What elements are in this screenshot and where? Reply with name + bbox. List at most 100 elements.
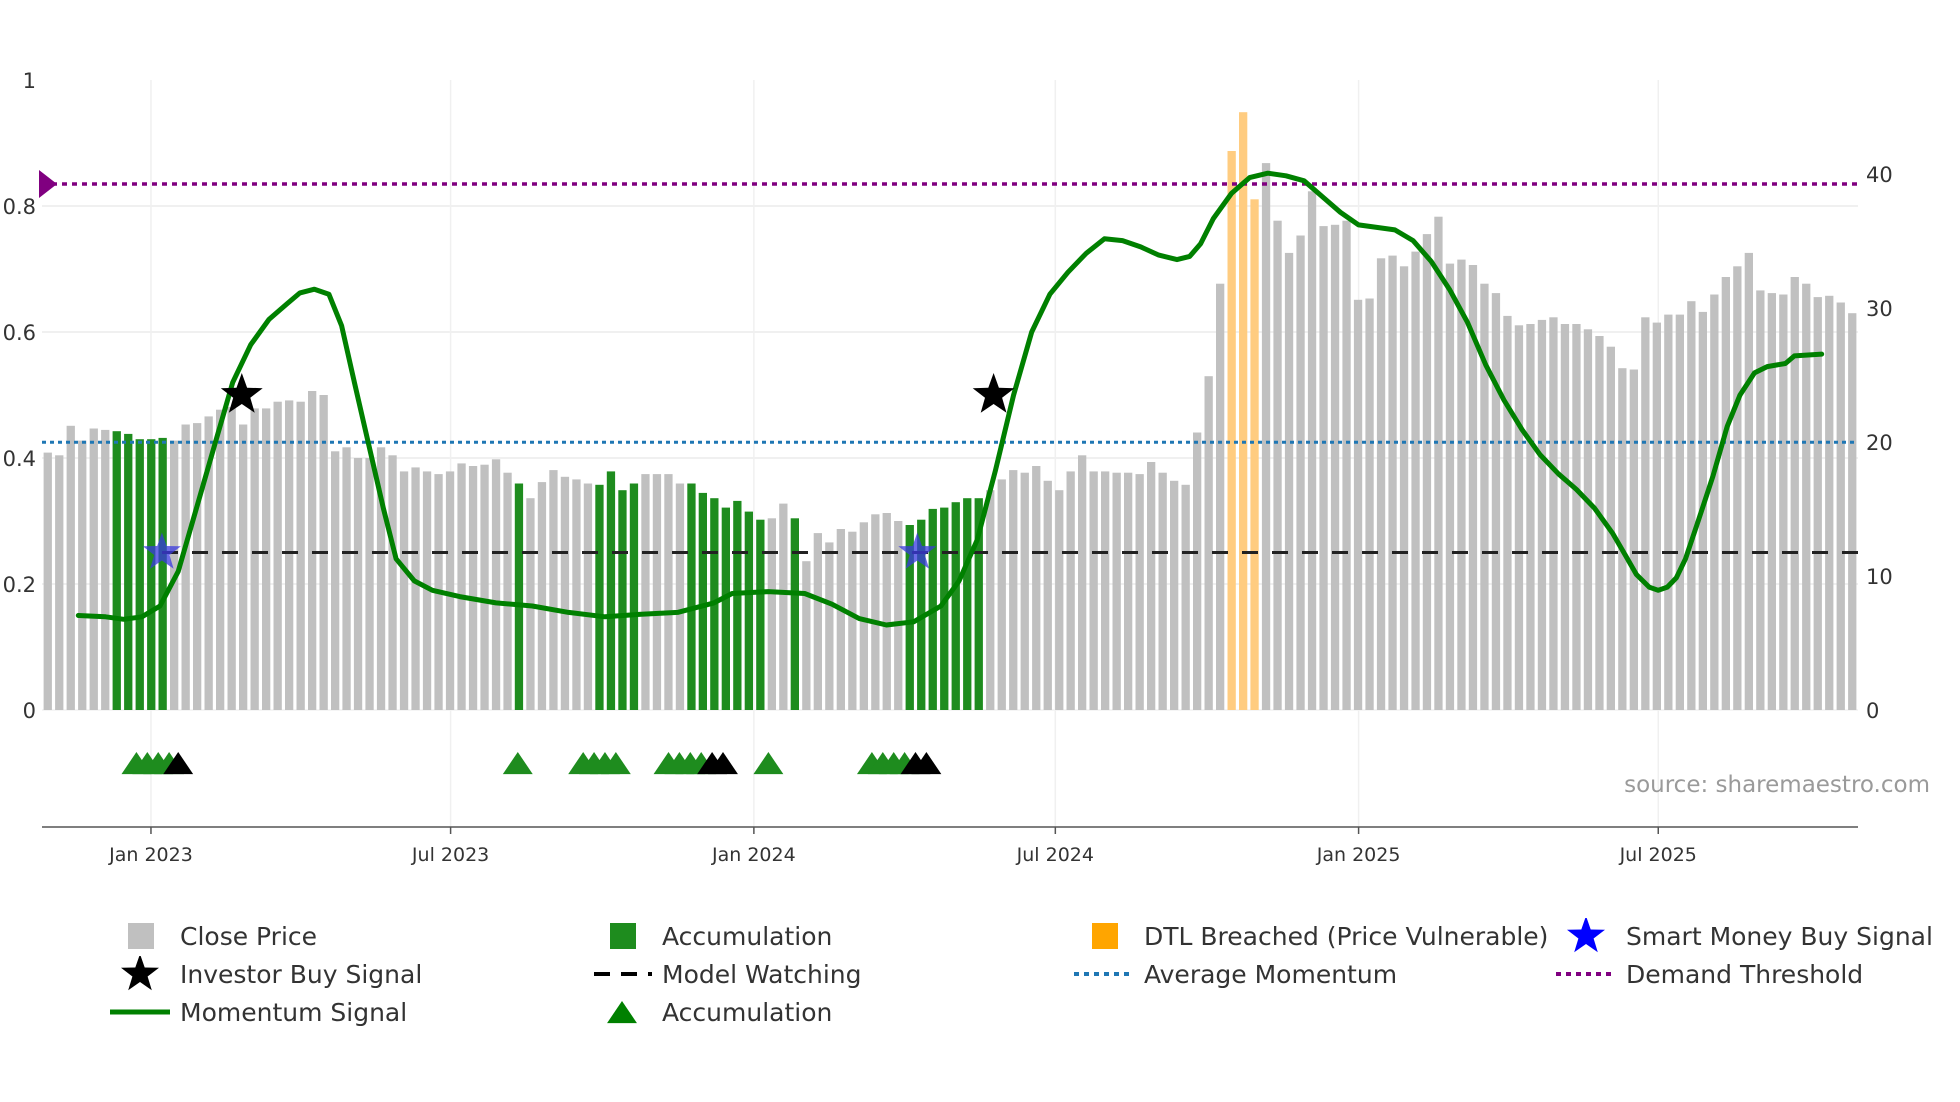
close-price-bar xyxy=(1216,283,1225,710)
close-price-bar xyxy=(1618,368,1627,710)
close-price-bar xyxy=(285,400,294,710)
legend-symbol xyxy=(1064,918,1144,954)
close-price-bar xyxy=(1273,220,1282,710)
right-tick-label: 20 xyxy=(1866,431,1893,455)
close-price-bar xyxy=(1204,376,1213,710)
legend-label: Accumulation xyxy=(662,997,833,1027)
close-price-bar xyxy=(66,425,75,710)
close-price-bar xyxy=(1376,258,1386,710)
legend-item: Accumulation xyxy=(582,918,832,954)
close-price-bar xyxy=(89,428,98,710)
close-price-bar xyxy=(848,531,857,710)
close-price-bar xyxy=(1802,283,1811,710)
close-price-bar xyxy=(1779,294,1788,710)
legend-symbol xyxy=(100,918,180,954)
close-price-bar xyxy=(859,522,868,710)
close-price-bar xyxy=(1595,336,1604,710)
legend-label: Momentum Signal xyxy=(180,997,408,1027)
legend-symbol xyxy=(582,918,662,954)
legend-symbol xyxy=(582,994,662,1030)
legend-item: Momentum Signal xyxy=(100,994,407,1030)
close-price-bar xyxy=(1526,324,1535,710)
x-tick-label: Jan 2023 xyxy=(108,844,193,866)
momentum-signal xyxy=(75,170,1825,628)
legend-item: Smart Money Buy Signal xyxy=(1546,918,1933,954)
right-tick-label: 10 xyxy=(1866,565,1893,589)
close-price-bars xyxy=(43,112,1857,711)
close-price-bar xyxy=(1721,277,1730,710)
right-tick-label: 30 xyxy=(1866,297,1893,321)
left-tick-label: 0.2 xyxy=(3,573,36,597)
close-price-bar xyxy=(308,391,317,710)
left-tick-label: 1 xyxy=(23,69,36,93)
close-price-bar xyxy=(388,455,397,710)
close-price-bar xyxy=(411,467,420,710)
demand-threshold-marker xyxy=(39,169,57,198)
close-price-bar xyxy=(744,511,753,710)
close-price-bar xyxy=(273,401,282,710)
close-price-bar xyxy=(204,416,213,710)
close-price-bar xyxy=(1170,480,1179,710)
close-price-bar xyxy=(112,431,121,710)
close-price-bar xyxy=(181,424,190,710)
close-price-bar xyxy=(1388,255,1397,710)
close-price-bar xyxy=(997,479,1006,710)
close-price-bar xyxy=(1503,315,1512,710)
close-price-bar xyxy=(733,500,742,710)
close-price-bar xyxy=(376,447,386,710)
legend-symbol xyxy=(100,956,180,992)
close-price-bar xyxy=(1848,313,1857,710)
close-price-bar xyxy=(1836,302,1845,710)
close-price-bar xyxy=(1664,314,1673,710)
right-tick-label: 0 xyxy=(1866,699,1879,723)
legend-symbol xyxy=(100,994,180,1030)
close-price-bar xyxy=(1652,322,1661,710)
close-price-bar xyxy=(250,408,259,710)
close-price-bar xyxy=(1813,297,1822,710)
close-price-bar xyxy=(491,459,501,710)
close-price-bar xyxy=(1066,471,1075,710)
close-price-bar xyxy=(652,474,662,710)
close-price-bar xyxy=(1284,252,1294,710)
close-price-bar xyxy=(905,525,914,710)
close-price-bar xyxy=(135,439,144,710)
close-price-bar xyxy=(1468,265,1478,710)
left-tick-label: 0.4 xyxy=(3,447,36,471)
close-price-bar xyxy=(124,433,133,710)
investor-buy-signal xyxy=(972,373,1015,413)
close-price-bar xyxy=(1825,295,1834,710)
legend-item: Accumulation xyxy=(582,994,832,1030)
close-price-bar xyxy=(239,424,248,710)
close-price-bar xyxy=(1043,480,1052,710)
close-price-bar xyxy=(1296,235,1305,710)
close-price-bar xyxy=(756,519,765,710)
close-price-bar xyxy=(147,439,156,710)
close-price-bar xyxy=(825,542,834,710)
investor-marker xyxy=(911,752,942,775)
close-price-bar xyxy=(974,498,983,710)
close-price-bar xyxy=(537,482,547,710)
close-price-bar xyxy=(583,483,593,710)
close-price-bar xyxy=(606,471,616,710)
close-price-bar xyxy=(1227,151,1236,710)
legend-label: Average Momentum xyxy=(1144,959,1398,989)
close-price-bar xyxy=(480,464,489,710)
close-price-bar xyxy=(1434,216,1443,710)
legend-label: Close Price xyxy=(180,921,318,951)
close-price-bar xyxy=(1330,224,1340,711)
close-price-bar xyxy=(158,437,167,710)
close-price-bar xyxy=(514,483,524,710)
close-price-bar xyxy=(1549,317,1558,710)
smart-money-buy-signal xyxy=(142,532,181,569)
close-price-bar xyxy=(641,474,650,710)
close-price-bar xyxy=(1710,294,1719,710)
signal-markers xyxy=(121,373,1015,775)
legend-label: DTL Breached (Price Vulnerable) xyxy=(1144,921,1549,951)
close-price-bar xyxy=(894,521,903,710)
close-price-bar xyxy=(1572,324,1581,710)
investor-buy-signal xyxy=(220,373,263,413)
close-price-bar xyxy=(1365,298,1374,710)
x-tick-label: Jan 2025 xyxy=(1316,844,1401,866)
close-price-bar xyxy=(55,455,64,710)
close-price-bar xyxy=(1457,259,1466,710)
